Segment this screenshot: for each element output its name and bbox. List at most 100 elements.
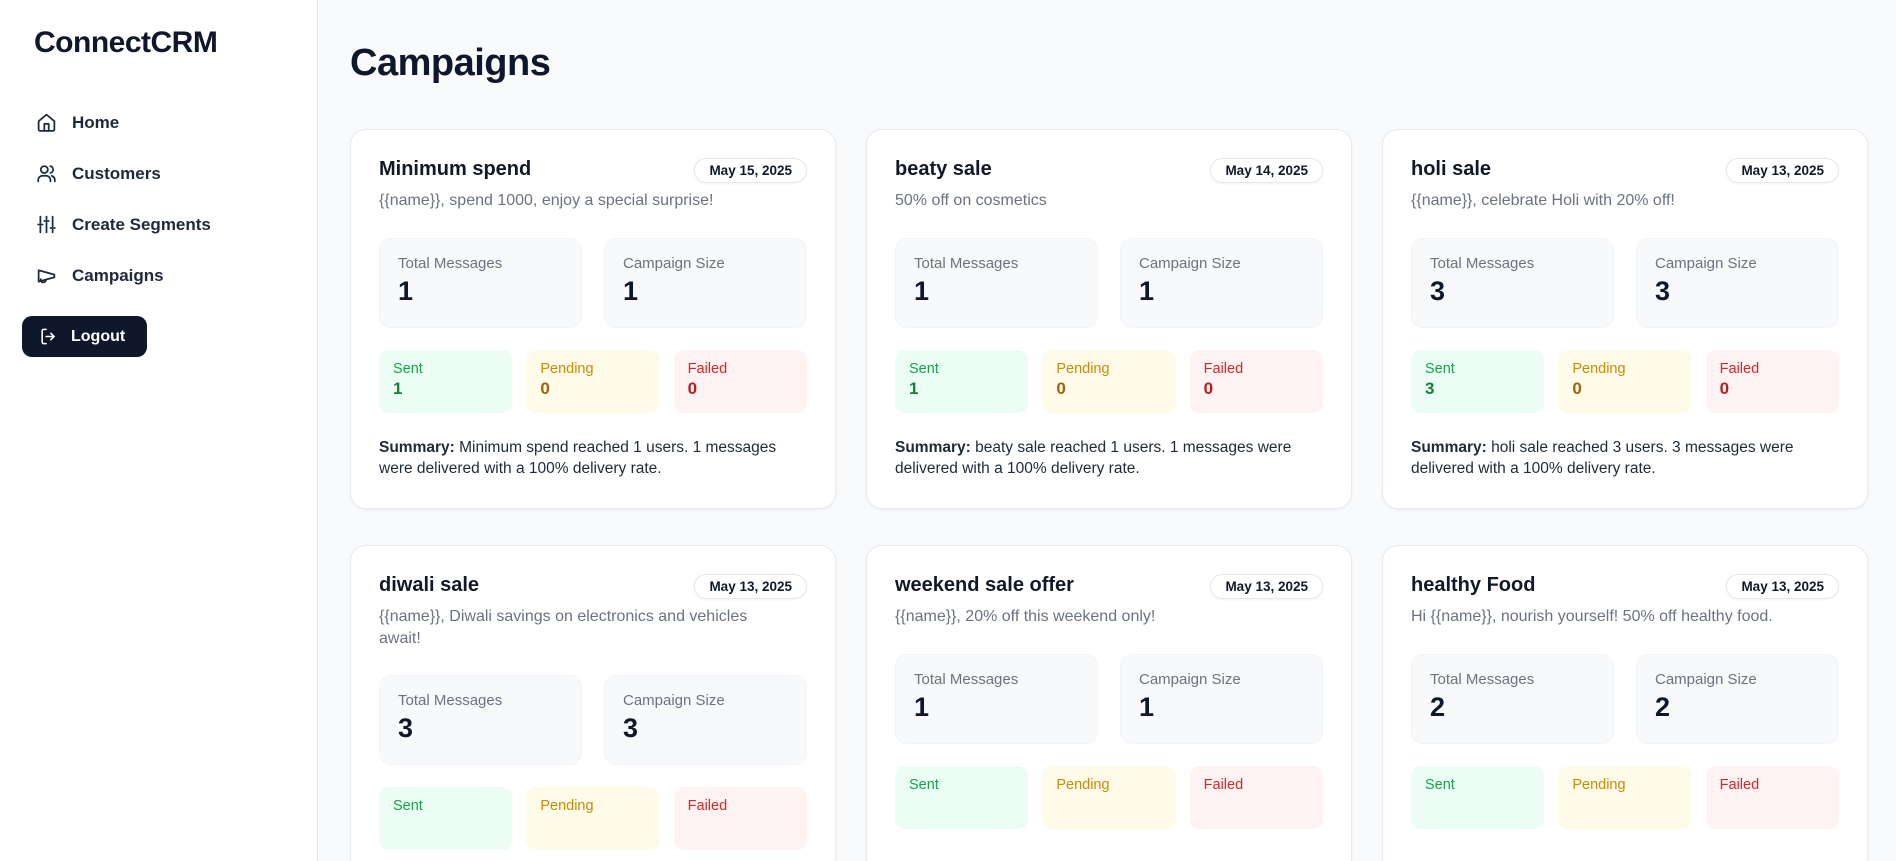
stats-row: Total Messages 3 Campaign Size 3: [1411, 237, 1839, 328]
page-title: Campaigns: [350, 42, 551, 84]
total-messages-label: Total Messages: [914, 254, 1019, 272]
card-header: holi sale May 13, 2025: [1411, 158, 1839, 183]
sent-label: Sent: [393, 798, 423, 815]
card-header: Minimum spend May 15, 2025: [379, 158, 807, 183]
campaign-date-badge: May 13, 2025: [1210, 573, 1323, 599]
sent-value: 1: [909, 378, 919, 398]
sent-box: Sent 1: [379, 349, 513, 413]
logout-button[interactable]: Logout: [22, 316, 148, 357]
total-messages-value: 3: [1430, 275, 1446, 306]
campaign-size-label: Campaign Size: [1139, 670, 1241, 688]
main-content: Campaigns Minimum spend May 15, 2025 {{n…: [318, 0, 1896, 861]
campaign-name: weekend sale offer: [895, 573, 1074, 596]
delivery-status-row: Sent Pending Failed: [895, 765, 1323, 829]
campaign-card: holi sale May 13, 2025 {{name}}, celebra…: [1382, 129, 1868, 509]
failed-box: Failed 0: [673, 349, 807, 413]
stats-row: Total Messages 1 Campaign Size 1: [379, 237, 807, 328]
sidebar-item-home[interactable]: Home: [22, 112, 293, 133]
delivery-status-row: Sent Pending Failed: [1411, 765, 1839, 829]
summary-prefix: Summary:: [1411, 438, 1487, 456]
total-messages-value: 3: [398, 713, 414, 744]
campaign-summary: Summary: beaty sale reached 1 users. 1 m…: [895, 437, 1323, 480]
sidebar-item-create-segments[interactable]: Create Segments: [22, 214, 293, 235]
sent-value: [909, 795, 1014, 816]
total-messages-value: 1: [914, 691, 930, 722]
card-header: beaty sale May 14, 2025: [895, 158, 1323, 183]
campaign-size-label: Campaign Size: [1655, 670, 1757, 688]
campaign-name: diwali sale: [379, 573, 480, 596]
sent-label: Sent: [909, 776, 939, 793]
sent-box: Sent: [895, 765, 1029, 829]
pending-value: [540, 816, 645, 837]
pending-box: Pending 0: [1558, 349, 1692, 413]
total-messages-box: Total Messages 3: [379, 675, 582, 766]
sent-label: Sent: [909, 360, 939, 377]
campaign-size-label: Campaign Size: [1139, 254, 1241, 272]
sent-value: [1425, 795, 1530, 816]
campaign-name: holi sale: [1411, 158, 1492, 180]
failed-value: [688, 816, 793, 837]
campaign-size-value: 3: [1655, 275, 1671, 306]
sent-label: Sent: [1425, 360, 1455, 377]
pending-value: 0: [1572, 378, 1582, 398]
sidebar-item-label: Create Segments: [72, 214, 211, 234]
campaign-size-value: 1: [1139, 275, 1155, 306]
campaign-size-value: 1: [623, 275, 639, 306]
pending-box: Pending 0: [526, 349, 660, 413]
logout-icon: [39, 327, 58, 346]
campaign-size-value: 3: [623, 713, 639, 744]
campaign-cards-grid: Minimum spend May 15, 2025 {{name}}, spe…: [350, 129, 1868, 861]
failed-label: Failed: [1203, 776, 1244, 793]
failed-label: Failed: [1719, 360, 1760, 377]
card-header: healthy Food May 13, 2025: [1411, 573, 1839, 599]
failed-label: Failed: [1719, 776, 1760, 793]
pending-value: 0: [540, 378, 550, 398]
campaign-description: {{name}}, spend 1000, enjoy a special su…: [379, 192, 714, 209]
campaign-description: Hi {{name}}, nourish yourself! 50% off h…: [1411, 607, 1773, 625]
failed-label: Failed: [1203, 360, 1244, 377]
failed-value: 0: [1719, 378, 1730, 398]
sent-box: Sent: [379, 787, 513, 851]
logout-label: Logout: [71, 327, 126, 345]
failed-box: Failed 0: [1189, 349, 1323, 413]
stats-row: Total Messages 1 Campaign Size 1: [895, 653, 1323, 744]
pending-label: Pending: [540, 360, 594, 377]
summary-prefix: Summary:: [895, 438, 971, 456]
campaign-size-box: Campaign Size 1: [1120, 237, 1323, 328]
total-messages-box: Total Messages 1: [895, 653, 1098, 744]
home-icon: [36, 112, 57, 133]
campaign-card: beaty sale May 14, 2025 50% off on cosme…: [866, 129, 1352, 509]
stats-row: Total Messages 3 Campaign Size 3: [379, 675, 807, 766]
failed-box: Failed: [1189, 765, 1323, 829]
campaign-size-box: Campaign Size 3: [604, 675, 807, 766]
campaign-date-badge: May 13, 2025: [1726, 573, 1839, 599]
pending-label: Pending: [1572, 776, 1626, 793]
delivery-status-row: Sent Pending Failed: [379, 787, 807, 851]
sent-value: 1: [393, 378, 403, 398]
campaign-size-value: 2: [1655, 691, 1671, 722]
sidebar-item-customers[interactable]: Customers: [22, 163, 293, 184]
campaign-size-box: Campaign Size 1: [604, 237, 807, 328]
failed-value: 0: [687, 378, 698, 398]
total-messages-box: Total Messages 2: [1411, 653, 1614, 744]
campaign-description: {{name}}, Diwali savings on electronics …: [379, 607, 748, 647]
campaign-size-label: Campaign Size: [1655, 254, 1757, 272]
sidebar-item-campaigns[interactable]: Campaigns: [22, 265, 293, 286]
sliders-icon: [36, 214, 57, 235]
campaign-name: healthy Food: [1411, 573, 1536, 596]
sent-value: [393, 816, 498, 837]
pending-box: Pending: [1042, 765, 1176, 829]
stats-row: Total Messages 2 Campaign Size 2: [1411, 653, 1839, 744]
campaign-description: {{name}}, celebrate Holi with 20% off!: [1411, 192, 1675, 209]
total-messages-label: Total Messages: [398, 254, 503, 272]
campaign-size-value: 1: [1139, 691, 1155, 722]
megaphone-icon: [36, 265, 57, 286]
total-messages-label: Total Messages: [914, 670, 1019, 688]
total-messages-box: Total Messages 1: [895, 237, 1098, 328]
campaign-date-badge: May 13, 2025: [1726, 158, 1839, 183]
app-logo: ConnectCRM: [34, 26, 218, 59]
campaign-summary: Summary: Minimum spend reached 1 users. …: [379, 437, 807, 480]
campaign-summary: Summary: holi sale reached 3 users. 3 me…: [1411, 437, 1839, 480]
failed-box: Failed: [1705, 765, 1839, 829]
sidebar-item-label: Customers: [72, 163, 161, 183]
